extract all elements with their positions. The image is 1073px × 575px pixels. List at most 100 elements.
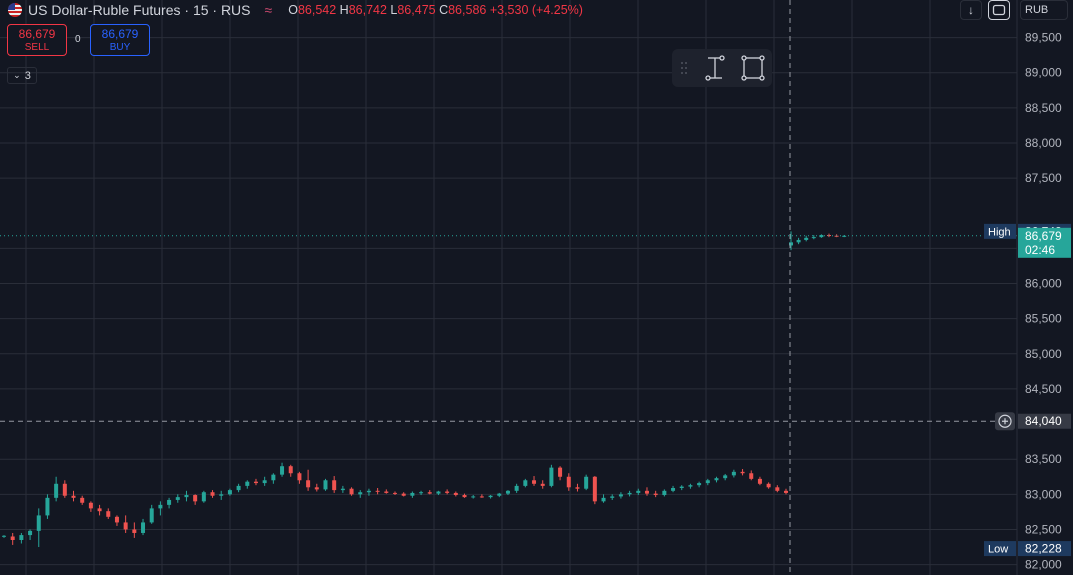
candle-up <box>184 495 189 498</box>
candle-down <box>193 495 198 502</box>
drawing-tools-icons <box>681 55 765 81</box>
arrow-down-icon: ↓ <box>968 3 974 17</box>
candle-down <box>775 487 780 491</box>
candle-down <box>784 490 788 493</box>
candle-down <box>479 496 484 498</box>
rectangle-tool-icon[interactable] <box>741 55 765 81</box>
candle-up <box>610 496 615 498</box>
candle-up <box>514 485 519 491</box>
price-tick-label: 83,500 <box>1025 452 1062 466</box>
countdown: 02:46 <box>1025 243 1055 257</box>
candle-down <box>757 478 762 484</box>
candle-down <box>114 516 119 523</box>
add-order-plus-icon[interactable] <box>995 412 1015 431</box>
candle-down <box>575 487 580 489</box>
candle-up <box>789 242 793 246</box>
buy-price: 86,679 <box>101 27 139 41</box>
price-tick-label: 89,000 <box>1025 66 1062 80</box>
sell-button[interactable]: 86,679 SELL <box>7 24 67 56</box>
price-tick-label: 89,500 <box>1025 31 1062 45</box>
candle-down <box>10 536 15 540</box>
candle-up <box>410 492 415 496</box>
low-label: Low <box>988 544 1008 556</box>
candle-up <box>688 485 693 487</box>
fullscreen-button[interactable] <box>988 0 1010 20</box>
drawing-tools-panel <box>672 49 772 87</box>
candle-up <box>679 486 684 488</box>
candle-up <box>201 492 206 502</box>
candle-up <box>227 490 232 495</box>
plus-circle <box>998 414 1012 428</box>
price-tick-label: 83,000 <box>1025 487 1062 501</box>
candle-down <box>132 529 137 533</box>
price-tick-label: 85,500 <box>1025 312 1062 326</box>
candle-down <box>375 490 380 492</box>
indicators-toggle[interactable]: ⌄ 3 <box>7 67 37 84</box>
low-label-bg <box>984 541 1016 557</box>
candle-down <box>644 490 649 494</box>
candle-up <box>505 490 510 494</box>
candle-down <box>740 471 745 474</box>
candle-up <box>366 490 371 493</box>
candle-down <box>592 476 597 502</box>
close-value: 86,586 <box>448 3 487 17</box>
candle-up <box>523 480 528 486</box>
last-price-value: 86,679 <box>1025 229 1062 243</box>
candle-up <box>497 493 502 496</box>
change-value: +3,530 (+4.25%) <box>489 3 583 17</box>
close-label: C <box>439 3 449 17</box>
candle-up <box>714 478 719 481</box>
candle-up <box>340 488 345 491</box>
candle-down <box>210 492 215 496</box>
candle-up <box>419 492 424 494</box>
candle-up <box>167 499 172 505</box>
candle-up <box>141 522 146 533</box>
scroll-to-latest-button[interactable]: ↓ <box>960 0 982 20</box>
candle-down <box>558 467 563 477</box>
candle-up <box>697 483 702 486</box>
candle-down <box>462 495 467 498</box>
candle-up <box>28 530 33 536</box>
price-axis: 89,50089,00088,50088,00087,50086,50086,0… <box>1016 0 1073 575</box>
candle-down <box>71 495 76 498</box>
crosshair-price-badge <box>1018 413 1071 429</box>
indicators-count: 3 <box>24 69 31 82</box>
currency-select[interactable]: RUB <box>1020 0 1068 20</box>
candle-down <box>306 480 311 488</box>
buy-button[interactable]: 86,679 BUY <box>90 24 150 56</box>
price-tick-label: 88,500 <box>1025 101 1062 115</box>
candle-down <box>288 466 293 474</box>
candle-up <box>236 485 241 491</box>
candle-up <box>662 490 667 496</box>
spread-value: 0 <box>75 34 81 45</box>
candle-up <box>796 239 801 243</box>
candle-up <box>584 476 589 489</box>
drag-handle-icon[interactable] <box>681 62 687 74</box>
last-price-badge <box>1018 227 1071 258</box>
candles <box>2 231 847 548</box>
price-range-icon[interactable] <box>705 55 725 81</box>
sell-label: SELL <box>24 42 50 53</box>
candle-up <box>723 475 728 479</box>
candle-down <box>97 508 102 512</box>
candle-up <box>36 515 41 531</box>
candle-up <box>636 490 641 493</box>
candle-down <box>314 487 319 490</box>
low-label: L <box>390 3 398 17</box>
high-value: 86,742 <box>348 3 387 17</box>
chevron-down-icon: ⌄ <box>13 70 21 80</box>
candle-down <box>393 492 397 494</box>
sell-price: 86,679 <box>18 27 56 41</box>
candle-down <box>80 497 85 503</box>
candle-up <box>262 480 267 484</box>
candle-up <box>323 480 328 490</box>
candle-down <box>349 488 354 495</box>
symbol-title[interactable]: US Dollar-Ruble Futures · 15 · RUS <box>28 2 251 18</box>
market-status-icon[interactable]: ≈ <box>264 2 273 18</box>
candle-down <box>384 491 389 493</box>
us-flag-icon <box>8 3 22 17</box>
candle-up <box>175 497 180 500</box>
candle-down <box>123 522 128 530</box>
candle-up <box>819 235 824 238</box>
